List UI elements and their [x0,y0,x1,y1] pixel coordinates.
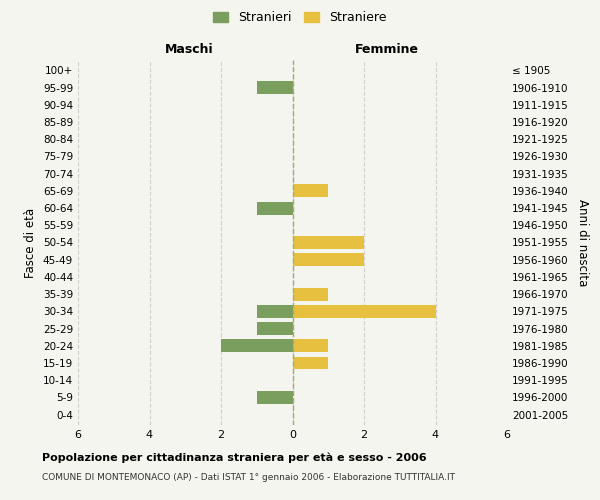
Y-axis label: Fasce di età: Fasce di età [25,208,37,278]
Bar [293,340,328,352]
Bar [293,288,328,300]
Bar [293,356,328,370]
Bar [257,322,293,335]
Bar [293,254,364,266]
Bar [293,305,436,318]
Bar [257,391,293,404]
Bar [221,340,293,352]
Bar [293,236,364,249]
Bar [257,81,293,94]
Bar [257,305,293,318]
Y-axis label: Anni di nascita: Anni di nascita [577,199,589,286]
Text: COMUNE DI MONTEMONACO (AP) - Dati ISTAT 1° gennaio 2006 - Elaborazione TUTTITALI: COMUNE DI MONTEMONACO (AP) - Dati ISTAT … [42,472,455,482]
Legend: Stranieri, Straniere: Stranieri, Straniere [208,6,392,29]
Text: Maschi: Maschi [165,44,214,57]
Bar [257,202,293,214]
Text: Femmine: Femmine [355,44,419,57]
Bar [293,184,328,198]
Text: Popolazione per cittadinanza straniera per età e sesso - 2006: Popolazione per cittadinanza straniera p… [42,452,427,463]
